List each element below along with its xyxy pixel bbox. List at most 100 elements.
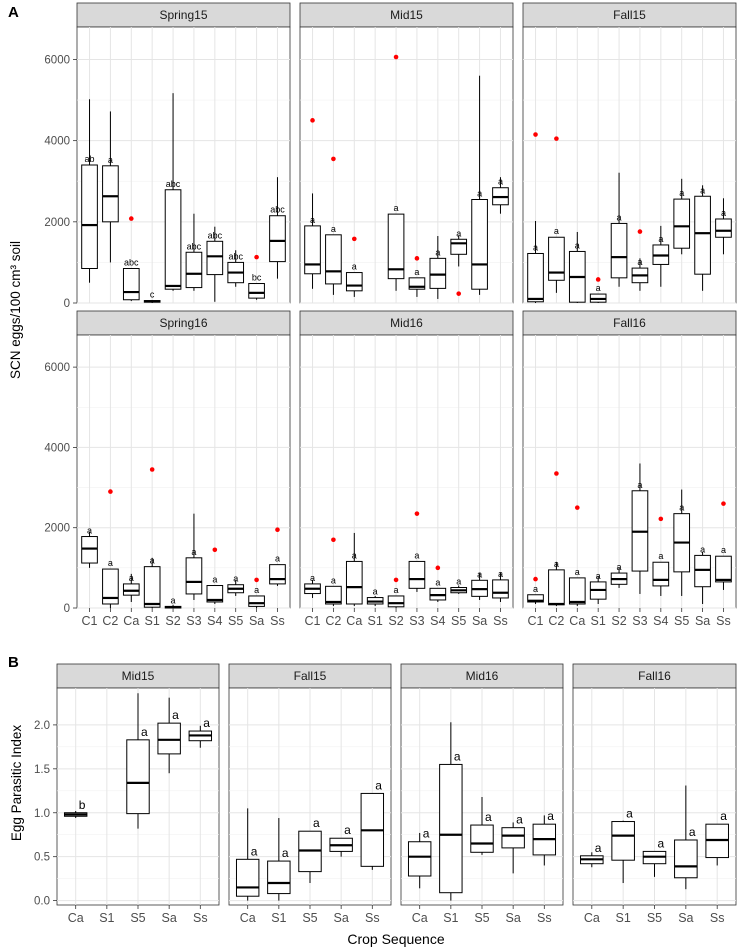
facet-strip [299, 2, 514, 28]
x-tick-label: S5 [302, 911, 317, 925]
significance-letter: a [344, 823, 351, 837]
plot-area [76, 26, 291, 304]
facet-b-fall15: Fall15 a a a a a Ca S1 S5 Sa Ss [228, 663, 392, 925]
outlier-point [331, 156, 336, 162]
significance-letter: a [575, 567, 580, 577]
outlier-point [254, 254, 259, 260]
significance-letter: a [394, 203, 399, 213]
plot-area [299, 334, 514, 609]
significance-letter: a [596, 283, 601, 293]
significance-letter: abc [124, 258, 139, 268]
box-Ss [492, 579, 509, 599]
box-S2 [164, 189, 182, 290]
x-tick-label: Ss [193, 911, 208, 925]
y-axis-title-b: Egg Parasitic Index [9, 725, 24, 842]
x-tick-label: Sa [695, 614, 710, 628]
significance-letter: bc [252, 273, 262, 283]
significance-letter: a [637, 480, 642, 490]
outlier-point [351, 236, 357, 242]
x-tick-label: Ca [123, 614, 139, 628]
x-tick-label: S5 [130, 911, 145, 925]
y-tick-label: 2000 [44, 523, 70, 535]
x-tick-label: S3 [632, 614, 647, 628]
box-Ss [715, 218, 732, 238]
significance-letter: a [254, 585, 259, 595]
facet-a-mid15: Mid15 a a a a a a a a a [299, 2, 514, 304]
outlier-point [149, 467, 155, 472]
significance-letter: a [423, 827, 430, 841]
box-S5 [126, 739, 150, 815]
significance-letter: b [79, 798, 86, 812]
box-C2 [325, 234, 342, 285]
x-tick-label: S5 [647, 911, 662, 925]
facet-title: Mid16 [390, 316, 423, 330]
outlier-point [275, 527, 280, 533]
box-Ss [269, 215, 286, 263]
facet-a-fall15: Fall15 a a a a a a a a a a [522, 2, 737, 304]
x-tick-label: C2 [548, 614, 564, 628]
x-tick-label: Sa [678, 911, 693, 925]
box-Ca [345, 560, 363, 605]
x-tick-label: Sa [506, 911, 521, 925]
significance-letter: a [454, 749, 461, 763]
x-tick-label: C2 [325, 614, 341, 628]
x-tick-label: S4 [207, 614, 222, 628]
box-S3 [408, 277, 426, 290]
box-Ca [407, 841, 432, 877]
significance-letter: abc [228, 251, 243, 261]
x-tick-label: S4 [653, 614, 668, 628]
y-tick-label: 0 [64, 603, 70, 615]
box-S4 [429, 257, 447, 289]
box-C1 [81, 536, 98, 564]
x-tick-label: S3 [409, 614, 424, 628]
outlier-point [574, 505, 580, 510]
significance-letter: a [251, 844, 258, 858]
significance-letter: a [700, 544, 705, 554]
significance-letter: abc [208, 230, 223, 240]
x-tick-label: Sa [249, 614, 264, 628]
y-tick-label: 0.5 [34, 852, 50, 864]
significance-letter: a [414, 267, 419, 277]
facet-a-mid16: Mid16 a a a a a a a a a a C1 C2 Ca S1 S2 S3 S4 S5 Sa Ss [299, 310, 514, 628]
facet-title: Fall15 [294, 669, 327, 683]
box-C2 [325, 585, 342, 605]
significance-letter: a [617, 562, 622, 572]
significance-letter: a [637, 257, 642, 267]
box-Sa [248, 595, 265, 607]
significance-letter: abc [166, 179, 181, 189]
facet-strip [522, 2, 737, 28]
outlier-point [212, 547, 218, 553]
significance-letter: a [414, 550, 419, 560]
outlier-point [435, 565, 441, 571]
significance-letter: c [150, 290, 155, 300]
x-tick-label: S2 [165, 614, 180, 628]
outlier-point [595, 277, 601, 282]
outlier-point [128, 216, 134, 221]
x-tick-label: Ss [365, 911, 380, 925]
x-tick-label: S1 [145, 614, 160, 628]
significance-letter: a [456, 228, 461, 238]
significance-letter: a [658, 836, 665, 850]
significance-letter: a [689, 825, 696, 839]
box-S2 [387, 595, 405, 608]
outlier-point [533, 132, 538, 137]
x-tick-label: Ca [346, 614, 362, 628]
x-tick-label: Ss [270, 614, 285, 628]
significance-letter: a [87, 526, 92, 536]
outlier-point [554, 471, 559, 476]
box-Ca [345, 272, 363, 292]
facet-b-mid16: Mid16 a a a a a Ca S1 S5 Sa Ss [400, 663, 564, 925]
outlier-point [721, 501, 726, 506]
box-Sa [694, 195, 711, 275]
x-tick-label: S1 [99, 911, 114, 925]
significance-letter: a [533, 584, 538, 594]
significance-letter: a [331, 224, 336, 234]
x-tick-label: S1 [616, 911, 631, 925]
x-tick-label: S1 [443, 911, 458, 925]
outlier-point [414, 511, 420, 516]
significance-letter: a [595, 841, 602, 855]
significance-letter: a [679, 188, 684, 198]
x-tick-label: Ca [240, 911, 256, 925]
significance-letter: a [310, 215, 315, 225]
x-tick-label: S5 [451, 614, 466, 628]
